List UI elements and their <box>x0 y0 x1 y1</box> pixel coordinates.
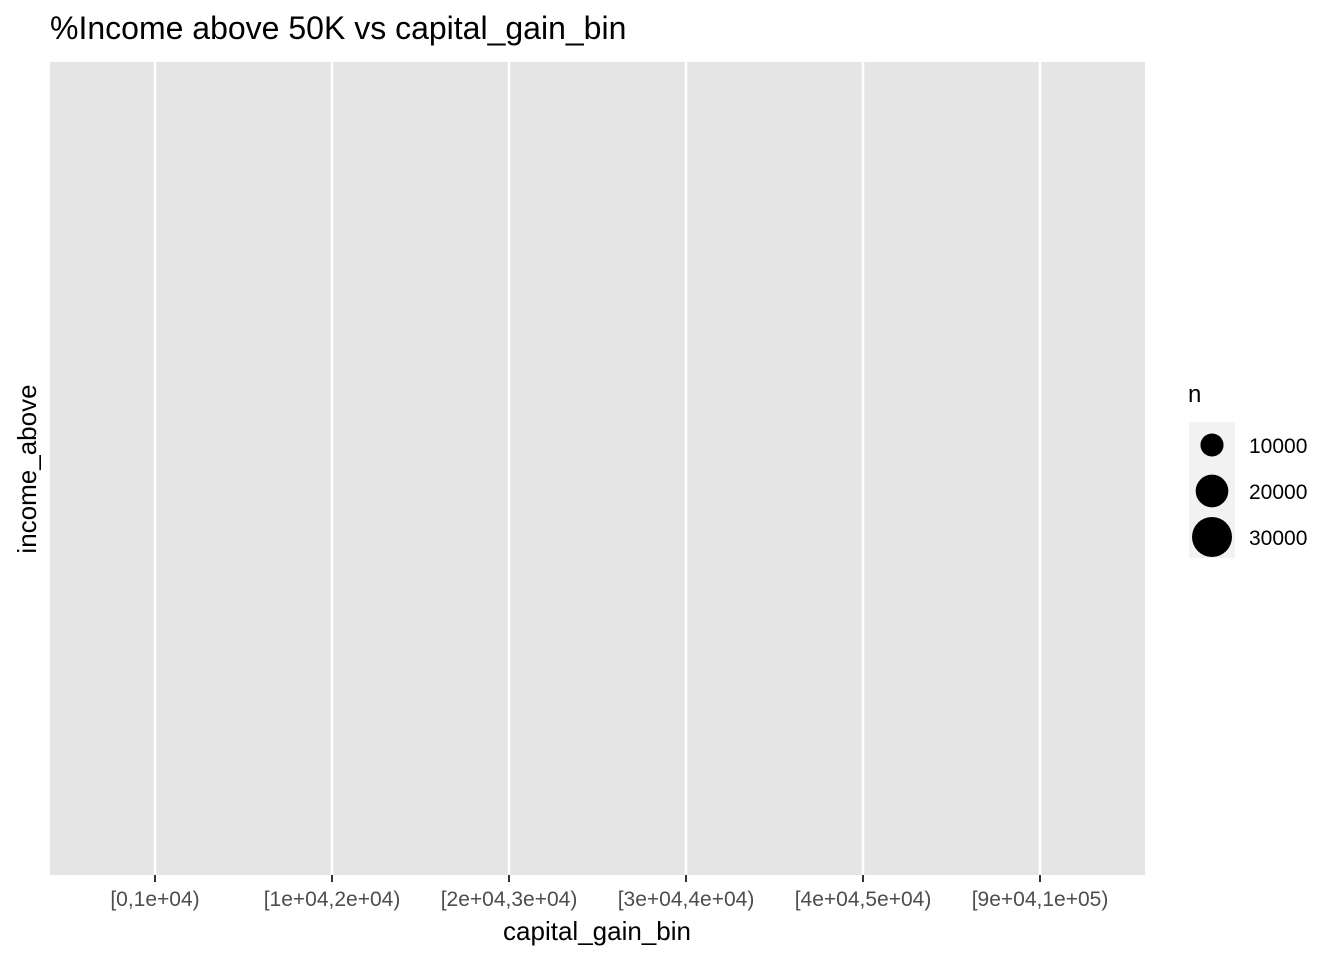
x-tick-label: [0,1e+04) <box>110 888 199 911</box>
x-ticks <box>154 875 1041 882</box>
legend-entry-label: 20000 <box>1249 481 1307 504</box>
x-tick-label: [9e+04,1e+05) <box>972 888 1109 911</box>
y-axis-label: income_above <box>12 384 42 553</box>
plot-panel <box>50 62 1145 875</box>
x-tick-label: [1e+04,2e+04) <box>264 888 401 911</box>
legend-key-point <box>1200 433 1224 457</box>
size-legend: n 10000 20000 30000 <box>1188 381 1307 558</box>
x-tick-labels: [0,1e+04) [1e+04,2e+04) [2e+04,3e+04) [3e+0… <box>110 888 1108 911</box>
legend-key-point <box>1192 517 1232 557</box>
legend-key-point <box>1195 474 1229 508</box>
x-tick-label: [4e+04,5e+04) <box>795 888 932 911</box>
legend-title: n <box>1188 381 1201 408</box>
x-gridlines <box>153 62 1042 875</box>
x-tick-label: [2e+04,3e+04) <box>441 888 578 911</box>
x-axis-label: capital_gain_bin <box>503 916 691 946</box>
chart-title: %Income above 50K vs capital_gain_bin <box>50 10 626 46</box>
legend-entry-label: 30000 <box>1249 527 1307 550</box>
x-tick-label: [3e+04,4e+04) <box>618 888 755 911</box>
legend-entry-label: 10000 <box>1249 435 1307 458</box>
